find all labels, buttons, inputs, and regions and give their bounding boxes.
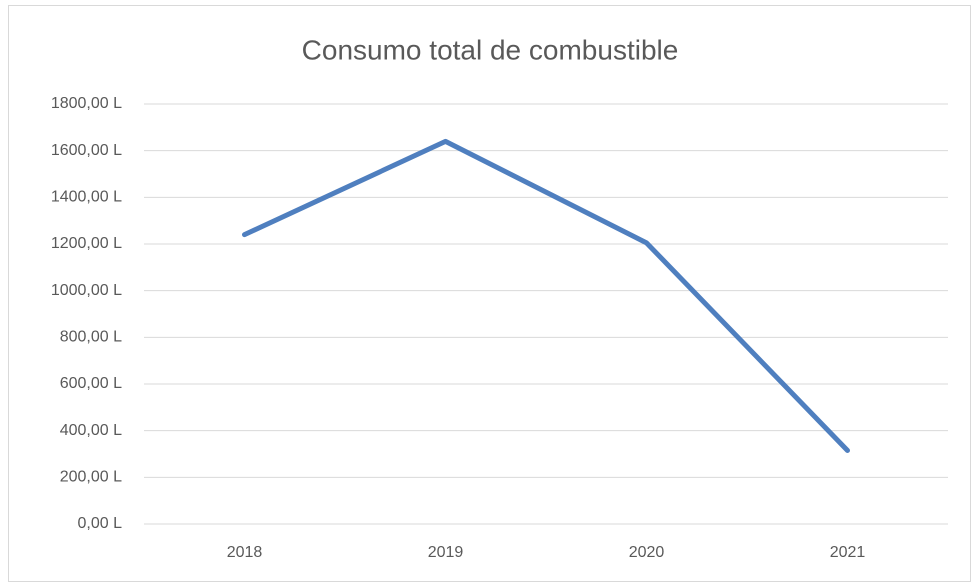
x-tick-label: 2019	[428, 544, 464, 561]
y-tick-label: 400,00 L	[60, 422, 122, 439]
y-tick-label: 1800,00 L	[51, 95, 122, 112]
y-tick-label: 600,00 L	[60, 375, 122, 392]
chart-border	[8, 5, 971, 582]
line	[242, 138, 850, 453]
x-tick-label: 2020	[629, 544, 665, 561]
y-tick-label: 1000,00 L	[51, 282, 122, 299]
y-tick-label: 1200,00 L	[51, 235, 122, 252]
y-tick-label: 800,00 L	[60, 329, 122, 346]
y-tick-label: 1600,00 L	[51, 142, 122, 159]
x-tick-label: 2018	[227, 544, 263, 561]
x-tick-label: 2021	[830, 544, 866, 561]
y-tick-label: 1400,00 L	[51, 189, 122, 206]
y-tick-label: 200,00 L	[60, 469, 122, 486]
y-tick-label: 0,00 L	[78, 515, 123, 532]
chart-title: Consumo total de combustible	[302, 34, 679, 65]
